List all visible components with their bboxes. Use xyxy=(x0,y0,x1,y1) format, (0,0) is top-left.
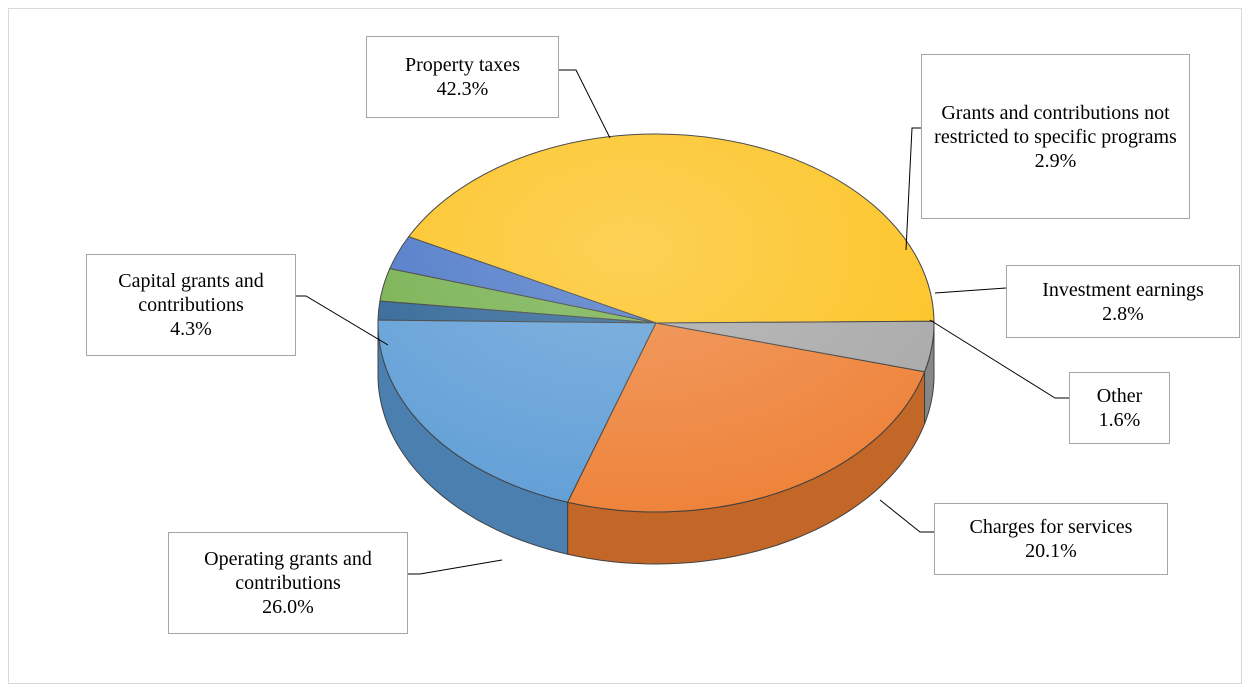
leader-grants-unrestricted xyxy=(905,127,921,251)
leader-other xyxy=(929,319,1069,399)
leader-charges xyxy=(879,499,934,533)
label-capital-grants-name: Capital grants and contributions xyxy=(118,270,264,316)
label-operating-grants-name: Operating grants and contributions xyxy=(204,548,372,594)
pie-top xyxy=(377,133,935,513)
label-investment-earnings: Investment earnings 2.8% xyxy=(1006,265,1240,338)
label-grants-unrestricted-name: Grants and contributions not restricted … xyxy=(934,101,1177,148)
leader-lines xyxy=(296,69,1069,575)
pie-gloss xyxy=(378,134,934,512)
label-capital-grants: Capital grants and contributions 4.3% xyxy=(86,254,296,356)
label-property-taxes-name: Property taxes xyxy=(405,54,520,76)
label-charges-for-services: Charges for services 20.1% xyxy=(934,503,1168,575)
leader-operating xyxy=(408,559,503,575)
leader-investment-earnings xyxy=(934,287,1007,294)
label-operating-grants-value: 26.0% xyxy=(262,596,314,618)
label-property-taxes: Property taxes 42.3% xyxy=(366,36,559,118)
label-charges-for-services-value: 20.1% xyxy=(1025,540,1077,562)
label-other-value: 1.6% xyxy=(1098,409,1141,431)
leader-property-taxes xyxy=(559,69,611,139)
label-grants-unrestricted: Grants and contributions not restricted … xyxy=(921,54,1190,219)
label-property-taxes-value: 42.3% xyxy=(436,78,489,100)
label-capital-grants-value: 4.3% xyxy=(170,318,212,340)
label-investment-earnings-value: 2.8% xyxy=(1102,302,1144,325)
label-investment-earnings-name: Investment earnings xyxy=(1042,278,1204,301)
leader-capital xyxy=(296,295,389,346)
label-other-name: Other xyxy=(1096,385,1143,407)
label-operating-grants: Operating grants and contributions 26.0% xyxy=(168,532,408,634)
label-charges-for-services-name: Charges for services xyxy=(969,516,1133,538)
label-grants-unrestricted-value: 2.9% xyxy=(1034,149,1077,172)
label-other: Other 1.6% xyxy=(1069,372,1170,444)
